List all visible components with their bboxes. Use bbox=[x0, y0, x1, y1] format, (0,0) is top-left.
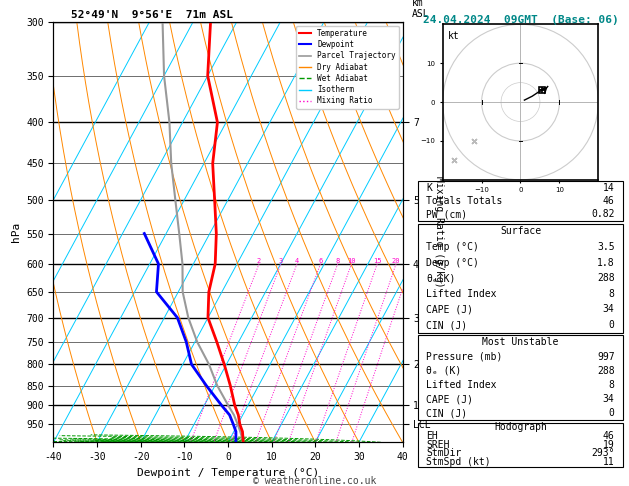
Y-axis label: hPa: hPa bbox=[11, 222, 21, 242]
Text: 46: 46 bbox=[603, 196, 615, 206]
Text: Hodograph: Hodograph bbox=[494, 422, 547, 432]
Text: km
ASL: km ASL bbox=[412, 0, 430, 19]
Text: 46: 46 bbox=[603, 431, 615, 441]
Text: 3.5: 3.5 bbox=[597, 242, 615, 252]
Text: Lifted Index: Lifted Index bbox=[426, 380, 497, 390]
Text: Surface: Surface bbox=[500, 226, 541, 236]
Text: 293°: 293° bbox=[591, 449, 615, 458]
Text: 288: 288 bbox=[597, 366, 615, 376]
Text: 3: 3 bbox=[279, 258, 283, 264]
Text: 11: 11 bbox=[603, 457, 615, 467]
Text: 20: 20 bbox=[392, 258, 400, 264]
Text: 14: 14 bbox=[603, 183, 615, 193]
Text: 0: 0 bbox=[609, 320, 615, 330]
Text: EH: EH bbox=[426, 431, 438, 441]
Text: CAPE (J): CAPE (J) bbox=[426, 394, 474, 404]
Text: PW (cm): PW (cm) bbox=[426, 209, 467, 220]
Text: CAPE (J): CAPE (J) bbox=[426, 304, 474, 314]
Text: 4: 4 bbox=[295, 258, 299, 264]
Text: 2: 2 bbox=[257, 258, 261, 264]
Text: © weatheronline.co.uk: © weatheronline.co.uk bbox=[253, 476, 376, 486]
Text: kt: kt bbox=[447, 31, 459, 40]
Text: StmSpd (kt): StmSpd (kt) bbox=[426, 457, 491, 467]
Text: 997: 997 bbox=[597, 351, 615, 362]
Text: 10: 10 bbox=[347, 258, 355, 264]
Text: 1.8: 1.8 bbox=[597, 258, 615, 268]
Text: θₑ (K): θₑ (K) bbox=[426, 366, 462, 376]
Text: CIN (J): CIN (J) bbox=[426, 408, 467, 418]
Text: K: K bbox=[426, 183, 432, 193]
Text: 8: 8 bbox=[609, 289, 615, 299]
Text: CIN (J): CIN (J) bbox=[426, 320, 467, 330]
Text: 34: 34 bbox=[603, 304, 615, 314]
Text: Most Unstable: Most Unstable bbox=[482, 337, 559, 347]
Text: StmDir: StmDir bbox=[426, 449, 462, 458]
Text: 52°49'N  9°56'E  71m ASL: 52°49'N 9°56'E 71m ASL bbox=[71, 10, 233, 20]
Text: 19: 19 bbox=[603, 440, 615, 450]
Text: Lifted Index: Lifted Index bbox=[426, 289, 497, 299]
Text: Totals Totals: Totals Totals bbox=[426, 196, 503, 206]
Text: SREH: SREH bbox=[426, 440, 450, 450]
Text: 6: 6 bbox=[318, 258, 323, 264]
Y-axis label: Mixing Ratio (g/kg): Mixing Ratio (g/kg) bbox=[435, 176, 445, 288]
Text: θₑ(K): θₑ(K) bbox=[426, 273, 456, 283]
Text: 0.82: 0.82 bbox=[591, 209, 615, 220]
X-axis label: Dewpoint / Temperature (°C): Dewpoint / Temperature (°C) bbox=[137, 468, 319, 478]
Text: 8: 8 bbox=[609, 380, 615, 390]
Text: 0: 0 bbox=[609, 408, 615, 418]
Text: 24.04.2024  09GMT  (Base: 06): 24.04.2024 09GMT (Base: 06) bbox=[423, 15, 618, 25]
Text: Dewp (°C): Dewp (°C) bbox=[426, 258, 479, 268]
Text: Pressure (mb): Pressure (mb) bbox=[426, 351, 503, 362]
Text: 288: 288 bbox=[597, 273, 615, 283]
Text: 15: 15 bbox=[373, 258, 381, 264]
Text: Temp (°C): Temp (°C) bbox=[426, 242, 479, 252]
Text: 34: 34 bbox=[603, 394, 615, 404]
Legend: Temperature, Dewpoint, Parcel Trajectory, Dry Adiabat, Wet Adiabat, Isotherm, Mi: Temperature, Dewpoint, Parcel Trajectory… bbox=[296, 26, 399, 108]
Text: 8: 8 bbox=[336, 258, 340, 264]
